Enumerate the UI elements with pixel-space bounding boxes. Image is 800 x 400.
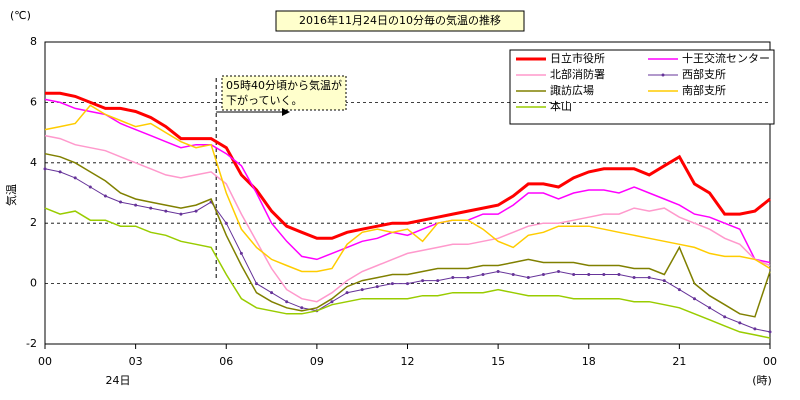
legend-marker bbox=[661, 73, 665, 77]
series-marker bbox=[164, 209, 168, 213]
x-tick-label: 09 bbox=[310, 355, 324, 368]
series-marker bbox=[285, 300, 289, 304]
chart-title: 2016年11月24日の10分毎の気温の推移 bbox=[299, 13, 501, 27]
x-tick-label: 00 bbox=[763, 355, 777, 368]
series-marker bbox=[557, 270, 561, 274]
series-marker bbox=[541, 273, 545, 277]
series-marker bbox=[708, 306, 712, 310]
series-marker bbox=[270, 291, 274, 295]
series-marker bbox=[526, 276, 530, 280]
series-line bbox=[44, 104, 771, 273]
y-tick-label: 8 bbox=[30, 35, 37, 48]
x-tick-label: 12 bbox=[401, 355, 415, 368]
series-line bbox=[44, 168, 771, 333]
series-marker bbox=[179, 212, 183, 216]
series-marker bbox=[451, 276, 455, 280]
series-marker bbox=[632, 276, 636, 280]
x-tick-label: 03 bbox=[129, 355, 143, 368]
title-box bbox=[275, 10, 525, 32]
series-marker bbox=[73, 176, 77, 180]
y-tick-label: 2 bbox=[30, 216, 37, 229]
series-marker bbox=[194, 209, 198, 213]
series-marker bbox=[662, 279, 666, 283]
series-marker bbox=[390, 282, 394, 286]
series-marker bbox=[134, 203, 138, 207]
series-marker bbox=[421, 279, 425, 283]
annotation-text: 下がっていく。 bbox=[226, 93, 302, 107]
series-marker bbox=[496, 270, 500, 274]
series-marker bbox=[738, 321, 742, 325]
legend-box bbox=[509, 49, 775, 125]
series-line bbox=[44, 98, 771, 264]
legend-label: 諏訪広場 bbox=[550, 83, 594, 97]
y-label: 気温 bbox=[4, 184, 18, 206]
series-marker bbox=[753, 327, 757, 331]
series-marker bbox=[375, 285, 379, 289]
series-marker bbox=[466, 276, 470, 280]
series-marker bbox=[692, 297, 696, 301]
series-marker bbox=[677, 288, 681, 292]
series-marker bbox=[119, 200, 123, 204]
x-date: 24日 bbox=[106, 374, 131, 387]
series-marker bbox=[300, 306, 304, 310]
series-marker bbox=[617, 273, 621, 277]
series-marker bbox=[647, 276, 651, 280]
series-marker bbox=[345, 291, 349, 295]
y-tick-label: 6 bbox=[30, 95, 37, 108]
x-tick-label: 21 bbox=[672, 355, 686, 368]
annotation-text: 05時40分頃から気温が bbox=[226, 78, 342, 92]
series-marker bbox=[436, 279, 440, 283]
series-marker bbox=[58, 170, 62, 174]
series-marker bbox=[103, 194, 107, 198]
series-marker bbox=[723, 315, 727, 319]
series-marker bbox=[330, 300, 334, 304]
x-unit: (時) bbox=[752, 374, 772, 387]
series-line bbox=[44, 152, 771, 318]
x-tick-label: 00 bbox=[38, 355, 52, 368]
series-marker bbox=[149, 206, 153, 210]
y-tick-label: 4 bbox=[30, 156, 37, 169]
series-marker bbox=[511, 273, 515, 277]
series-marker bbox=[602, 273, 606, 277]
series-line bbox=[44, 207, 771, 339]
series-marker bbox=[360, 288, 364, 292]
x-tick-label: 06 bbox=[219, 355, 233, 368]
series-line bbox=[45, 91, 771, 240]
series-marker bbox=[239, 251, 243, 255]
series-marker bbox=[768, 330, 772, 334]
legend-label: 十王交流センター bbox=[682, 51, 770, 65]
series-marker bbox=[587, 273, 591, 277]
series-marker bbox=[88, 185, 92, 189]
legend-label: 日立市役所 bbox=[550, 51, 605, 65]
series-marker bbox=[254, 282, 258, 286]
series-marker bbox=[43, 167, 47, 171]
legend-label: 西部支所 bbox=[682, 67, 726, 81]
series-marker bbox=[224, 221, 228, 225]
annotation-arrowhead bbox=[282, 108, 290, 116]
x-tick-label: 15 bbox=[491, 355, 505, 368]
x-tick-label: 18 bbox=[582, 355, 596, 368]
series-line bbox=[44, 134, 771, 303]
legend-label: 南部支所 bbox=[682, 83, 726, 97]
y-unit: (℃) bbox=[10, 9, 31, 22]
y-tick-label: 0 bbox=[30, 277, 37, 290]
legend-label: 本山 bbox=[550, 99, 572, 113]
legend-label: 北部消防署 bbox=[550, 67, 605, 81]
series-marker bbox=[572, 273, 576, 277]
series-marker bbox=[406, 282, 409, 286]
series-marker bbox=[481, 273, 485, 277]
y-tick-label: -2 bbox=[26, 337, 37, 350]
